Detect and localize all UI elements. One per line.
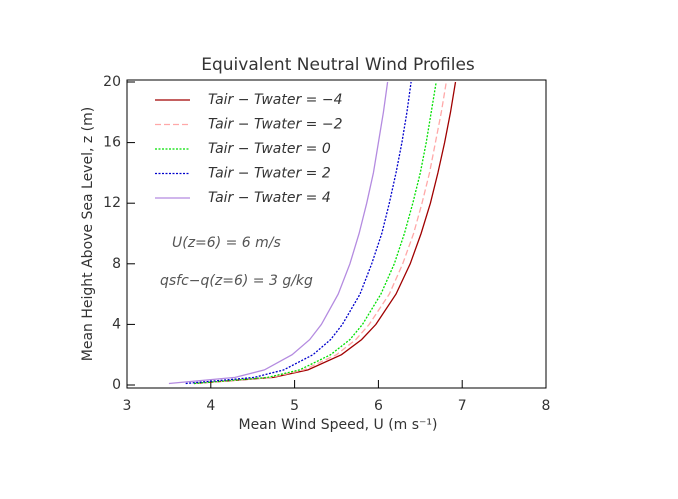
legend-label: Tair − Twater = −2 [208, 117, 343, 133]
x-tick-label: 7 [458, 398, 467, 414]
annotation: U(z=6) = 6 m/s [172, 235, 281, 251]
chart-title: Equivalent Neutral Wind Profiles [201, 55, 475, 75]
x-tick-label: 5 [290, 398, 299, 414]
line [193, 81, 437, 385]
plot-frame [126, 79, 547, 389]
legend-label: Tair − Twater = 4 [208, 190, 331, 206]
annotation: qsfc−q(z=6) = 3 g/kg [160, 273, 313, 289]
x-tick-label: 8 [542, 398, 551, 414]
y-tick-label: 12 [103, 195, 121, 211]
y-tick-label: 20 [103, 74, 121, 90]
y-tick-label: 16 [103, 135, 121, 151]
line [193, 81, 447, 385]
x-tick-label: 4 [206, 398, 215, 414]
y-axis-label: Mean Height Above Sea Level, z (m) [80, 107, 96, 361]
y-tick-label: 8 [112, 256, 121, 272]
line [193, 81, 457, 385]
legend-label: Tair − Twater = 2 [208, 166, 331, 182]
line [168, 81, 389, 385]
legend-label: Tair − Twater = −4 [208, 92, 343, 108]
x-tick-label: 6 [374, 398, 383, 414]
y-tick-label: 0 [112, 377, 121, 393]
y-tick-label: 4 [112, 316, 121, 332]
x-axis-label: Mean Wind Speed, U (m s⁻¹) [238, 417, 437, 433]
legend-label: Tair − Twater = 0 [208, 141, 331, 157]
line [185, 81, 412, 385]
x-tick-label: 3 [123, 398, 132, 414]
